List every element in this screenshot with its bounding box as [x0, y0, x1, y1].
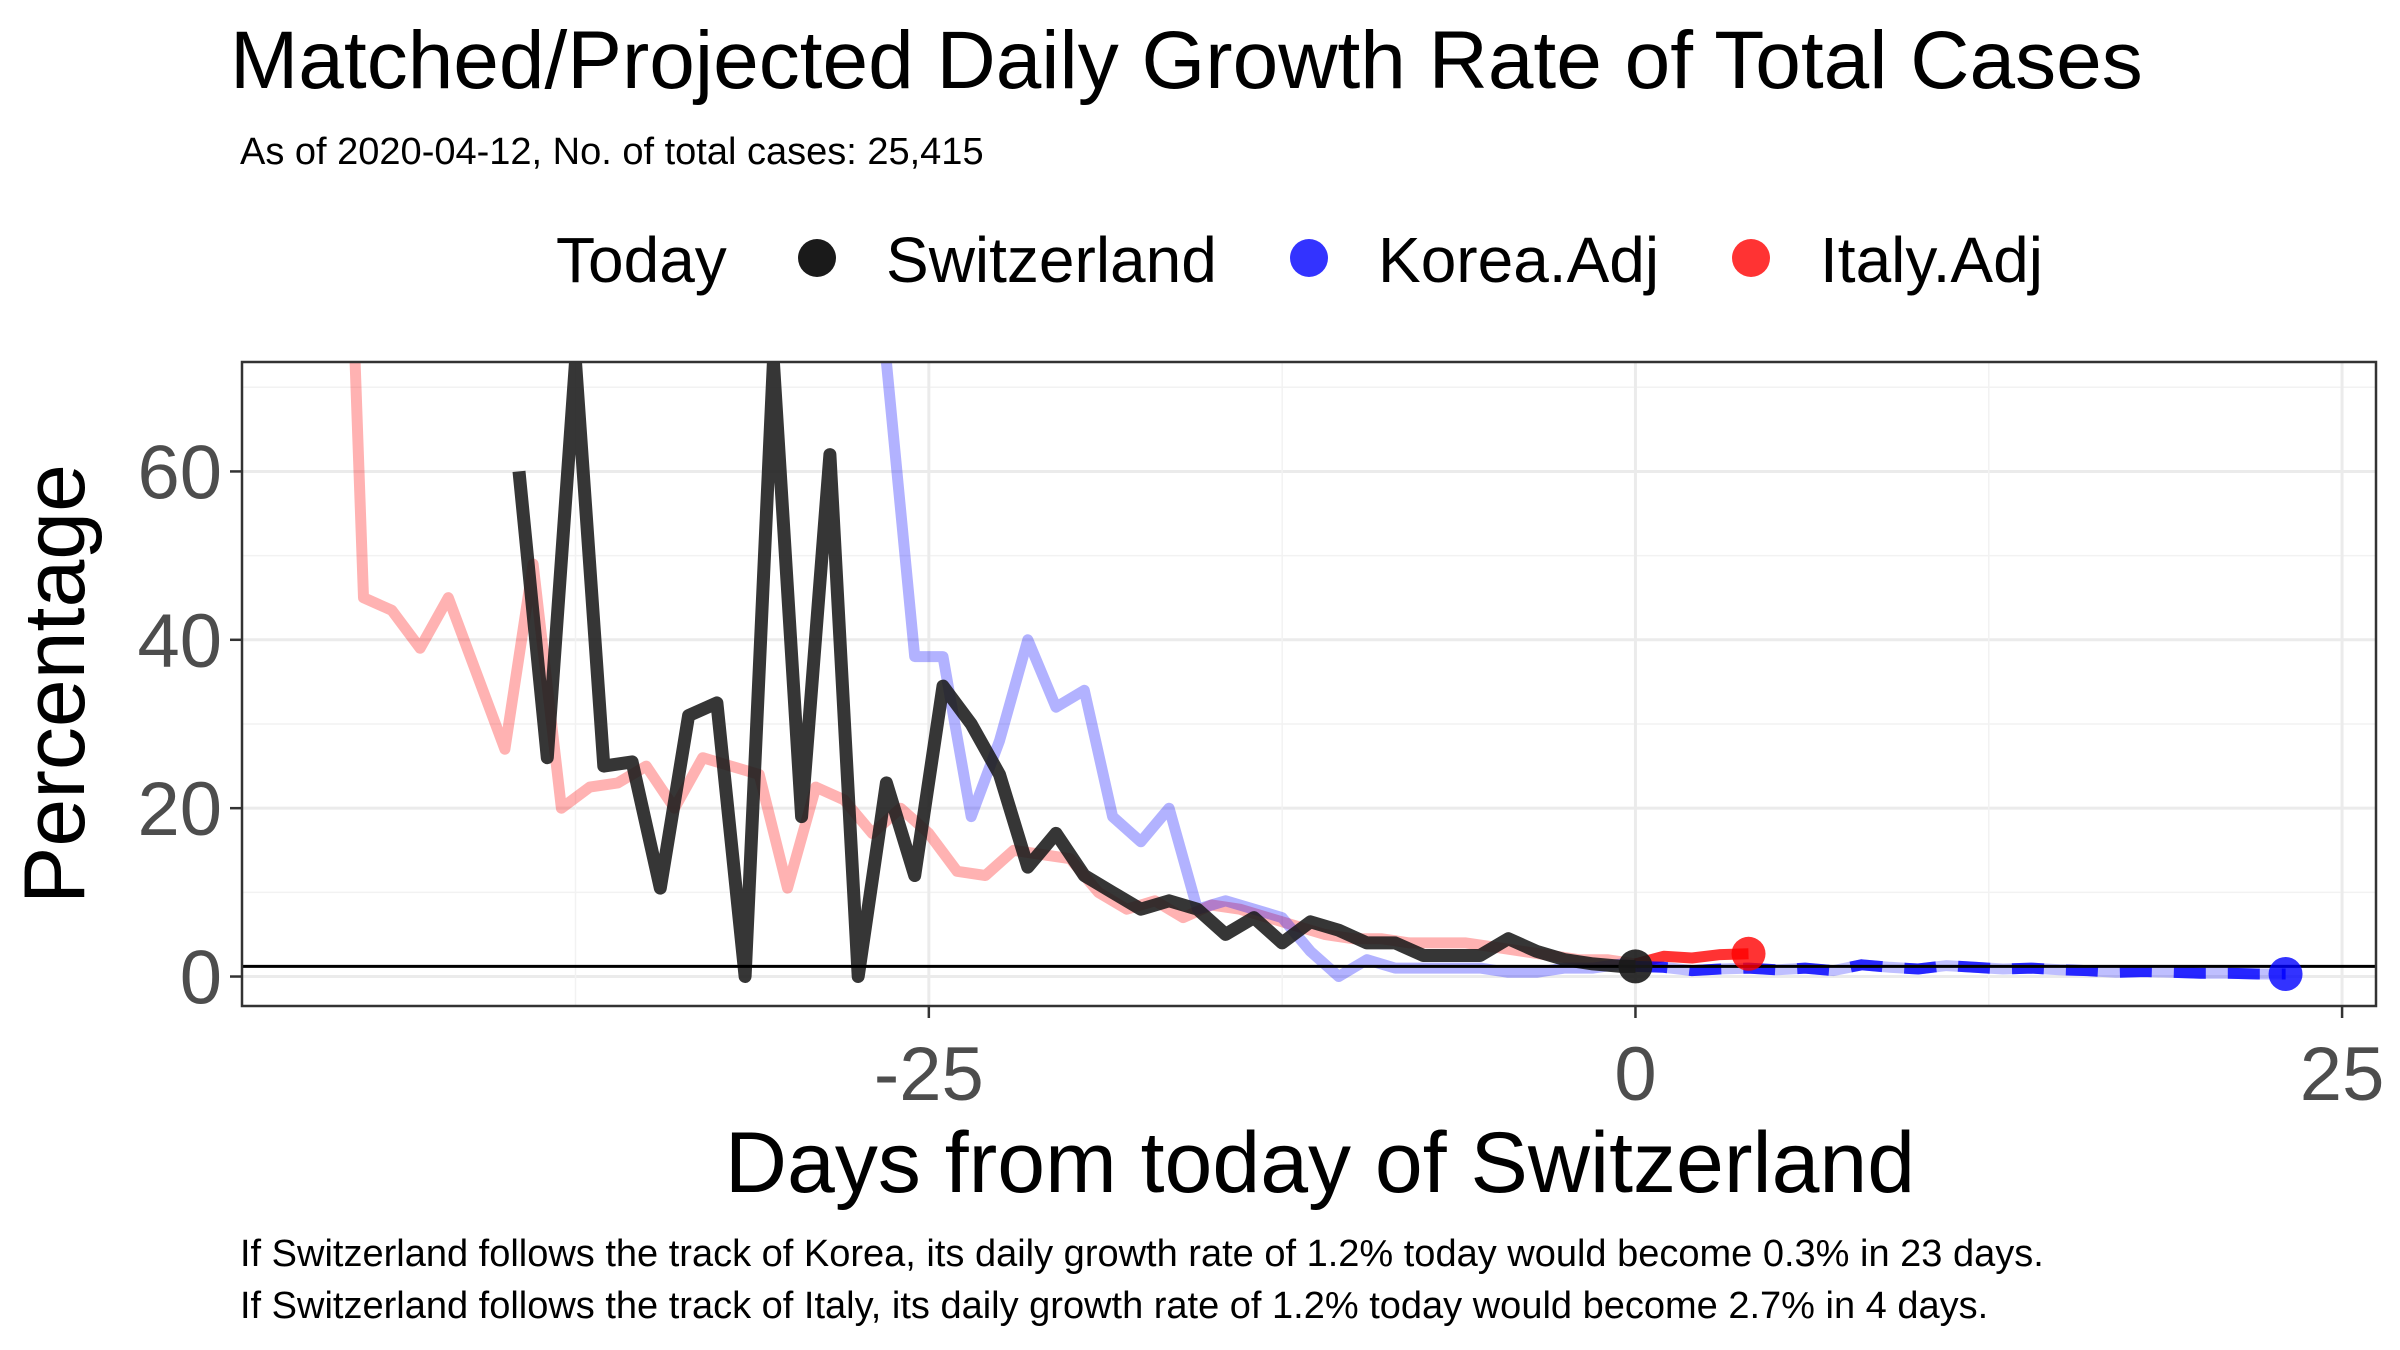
points-layer	[1618, 936, 2303, 992]
plot-border	[240, 360, 2378, 1008]
legend-swatch-switzerland	[798, 239, 836, 277]
caption-korea: If Switzerland follows the track of Kore…	[240, 1233, 2044, 1275]
series-line-korea-adj-matched	[880, 362, 1637, 982]
legend-title: Today	[556, 224, 727, 296]
point-switzerland	[1618, 949, 1653, 984]
y-tick-label: 60	[137, 430, 222, 515]
legend: Today Switzerland Korea.Adj Italy.Adj	[556, 224, 2043, 296]
x-tick-label: 0	[1614, 1032, 1656, 1117]
point-korea-adj	[2268, 957, 2303, 992]
chart-title: Matched/Projected Daily Growth Rate of T…	[230, 15, 2143, 106]
legend-swatch-italy	[1732, 239, 1770, 277]
gridlines	[242, 362, 2376, 1006]
y-axis: 0 20 40 60	[137, 430, 242, 1021]
y-tick-label: 20	[137, 767, 222, 852]
y-axis-title: Percentage	[7, 464, 103, 904]
series-line-switzerland-matched	[512, 362, 1636, 983]
legend-label-switzerland: Switzerland	[886, 224, 1217, 296]
series-line-italy-adj-projected	[1634, 948, 1749, 970]
legend-label-korea: Korea.Adj	[1378, 224, 1659, 296]
x-axis: -25 0 25	[874, 1006, 2384, 1117]
legend-label-italy: Italy.Adj	[1820, 224, 2043, 296]
x-tick-label: 25	[2300, 1032, 2385, 1117]
x-axis-title: Days from today of Switzerland	[725, 1115, 1915, 1211]
y-tick-label: 0	[180, 936, 222, 1021]
legend-swatch-korea	[1290, 239, 1328, 277]
y-tick-label: 40	[137, 599, 222, 684]
point-italy-adj	[1731, 936, 1766, 971]
caption-italy: If Switzerland follows the track of Ital…	[240, 1285, 1988, 1327]
x-tick-label: -25	[874, 1032, 984, 1117]
chart-subtitle: As of 2020-04-12, No. of total cases: 25…	[240, 131, 984, 173]
